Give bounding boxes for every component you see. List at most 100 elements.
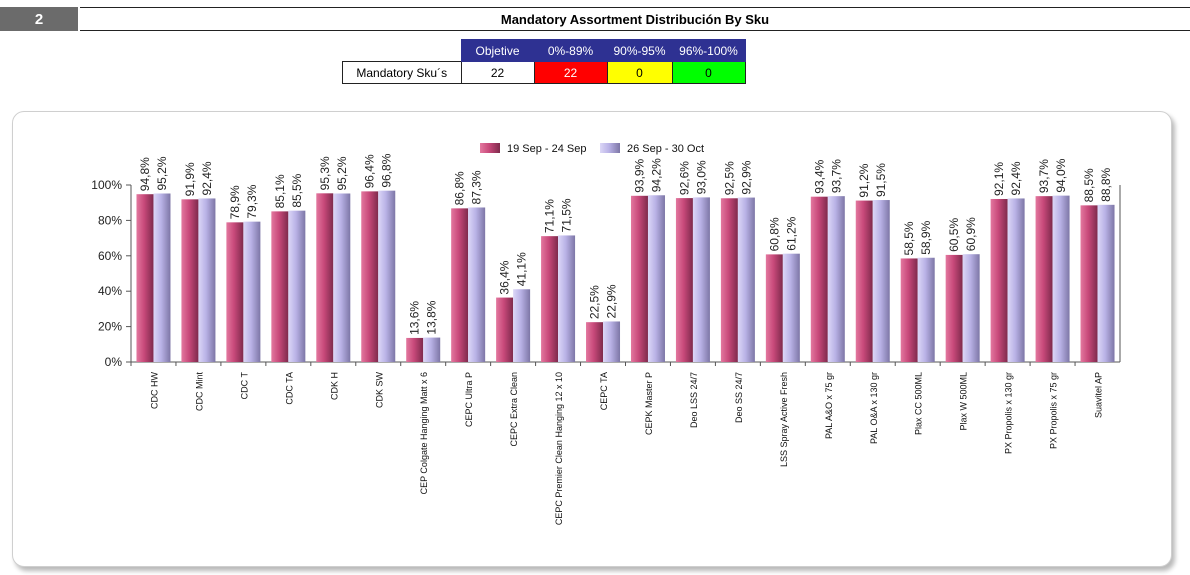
x-tick-label: CEPC Premier Clean Hanging 12 x 10 — [554, 372, 564, 525]
bar — [1035, 196, 1053, 362]
data-label: 92,1% — [992, 162, 1006, 196]
data-label: 96,4% — [363, 154, 377, 188]
data-label: 22,9% — [605, 284, 619, 318]
bar — [737, 197, 755, 362]
legend-swatch — [600, 143, 620, 153]
data-label: 61,2% — [784, 216, 798, 250]
bar — [541, 236, 559, 362]
data-label: 88,5% — [1082, 168, 1096, 202]
bar — [990, 198, 1008, 362]
summary-value-row: Mandatory Sku´s 22 22 0 0 — [342, 61, 746, 84]
x-tick-label: CEPC Extra Clean — [509, 372, 519, 447]
summary-header-objetive: Objetive — [460, 39, 535, 62]
summary-value-0-89: 22 — [533, 61, 608, 84]
data-label: 60,5% — [947, 218, 961, 252]
data-label: 94,2% — [649, 158, 663, 192]
bar — [675, 198, 693, 362]
bar — [765, 254, 783, 362]
bar — [872, 200, 890, 362]
bar — [630, 195, 648, 362]
data-label: 92,4% — [200, 161, 214, 195]
bar — [271, 211, 289, 362]
bar — [782, 253, 800, 362]
bar — [333, 193, 351, 362]
data-label: 93,4% — [812, 159, 826, 193]
x-tick-label: PAL A&O x 75 gr — [824, 372, 834, 439]
bar — [288, 210, 306, 362]
x-tick-label: Deo SS 24/7 — [734, 372, 744, 423]
data-label: 58,9% — [919, 220, 933, 254]
data-label: 87,3% — [470, 170, 484, 204]
data-label: 92,6% — [677, 161, 691, 195]
data-label: 92,9% — [739, 160, 753, 194]
x-tick-label: Plax CC 500ML — [914, 372, 924, 435]
x-tick-label: CEPC Ultra P — [464, 372, 474, 427]
data-label: 41,1% — [515, 252, 529, 286]
x-tick-label: LSS Spray Active Fresh — [779, 372, 789, 467]
y-tick-label: 0% — [105, 355, 123, 369]
bar — [720, 198, 738, 362]
summary-value-96-100: 0 — [671, 61, 746, 84]
data-label: 60,9% — [964, 217, 978, 251]
bar — [586, 322, 604, 362]
bar — [243, 221, 261, 362]
bar — [647, 195, 665, 362]
summary-header-96-100: 96%-100% — [671, 39, 746, 62]
section-number: 2 — [0, 7, 78, 31]
y-tick-label: 100% — [91, 178, 122, 192]
bar — [1007, 198, 1025, 362]
bar — [316, 193, 334, 362]
data-label: 93,7% — [829, 159, 843, 193]
summary-header-0-89: 0%-89% — [533, 39, 608, 62]
y-tick-label: 60% — [98, 249, 122, 263]
bar — [451, 208, 469, 362]
bar — [181, 199, 199, 362]
summary-row-label: Mandatory Sku´s — [342, 61, 462, 84]
bar — [496, 297, 514, 362]
x-tick-label: CDK H — [329, 372, 339, 400]
bar — [692, 197, 710, 362]
data-label: 93,7% — [1037, 159, 1051, 193]
y-tick-label: 20% — [98, 320, 122, 334]
data-label: 13,8% — [425, 300, 439, 334]
data-label: 58,5% — [902, 221, 916, 255]
x-tick-label: CDC HW — [149, 372, 159, 409]
bar — [558, 235, 576, 362]
data-label: 71,1% — [543, 199, 557, 233]
bar — [1052, 195, 1070, 362]
bar — [900, 258, 918, 362]
legend-swatch — [480, 143, 500, 153]
bar — [603, 321, 621, 362]
data-label: 60,8% — [767, 217, 781, 251]
bar — [962, 254, 980, 362]
x-tick-label: CDC T — [239, 372, 249, 400]
x-tick-label: CDK SW — [374, 371, 384, 408]
x-tick-label: PX Propolis x 75 gr — [1049, 372, 1059, 449]
bar — [513, 289, 531, 362]
data-label: 88,8% — [1099, 167, 1113, 201]
legend-label: 26 Sep - 30 Oct — [627, 143, 704, 155]
x-tick-label: CEP Colgate Hanging Matt x 6 — [419, 372, 429, 494]
data-label: 91,2% — [857, 163, 871, 197]
data-label: 94,8% — [138, 157, 152, 191]
y-tick-label: 40% — [98, 284, 122, 298]
data-label: 91,5% — [874, 163, 888, 197]
summary-header-row: Objetive 0%-89% 90%-95% 96%-100% — [343, 39, 746, 62]
x-tick-label: CEPK Master P — [644, 372, 654, 435]
bar — [917, 257, 935, 362]
x-tick-label: Deo LSS 24/7 — [689, 372, 699, 428]
bar — [423, 337, 441, 362]
bar — [810, 196, 828, 362]
bar — [827, 196, 845, 362]
data-label: 36,4% — [498, 260, 512, 294]
data-label: 86,8% — [453, 171, 467, 205]
data-label: 95,2% — [335, 156, 349, 190]
x-tick-label: PX Propolis x 130 gr — [1004, 372, 1014, 454]
data-label: 95,3% — [318, 156, 332, 190]
data-label: 94,0% — [1054, 158, 1068, 192]
data-label: 85,5% — [290, 173, 304, 207]
bar — [406, 337, 424, 362]
x-tick-label: CDC TA — [284, 372, 294, 405]
data-label: 78,9% — [228, 185, 242, 219]
